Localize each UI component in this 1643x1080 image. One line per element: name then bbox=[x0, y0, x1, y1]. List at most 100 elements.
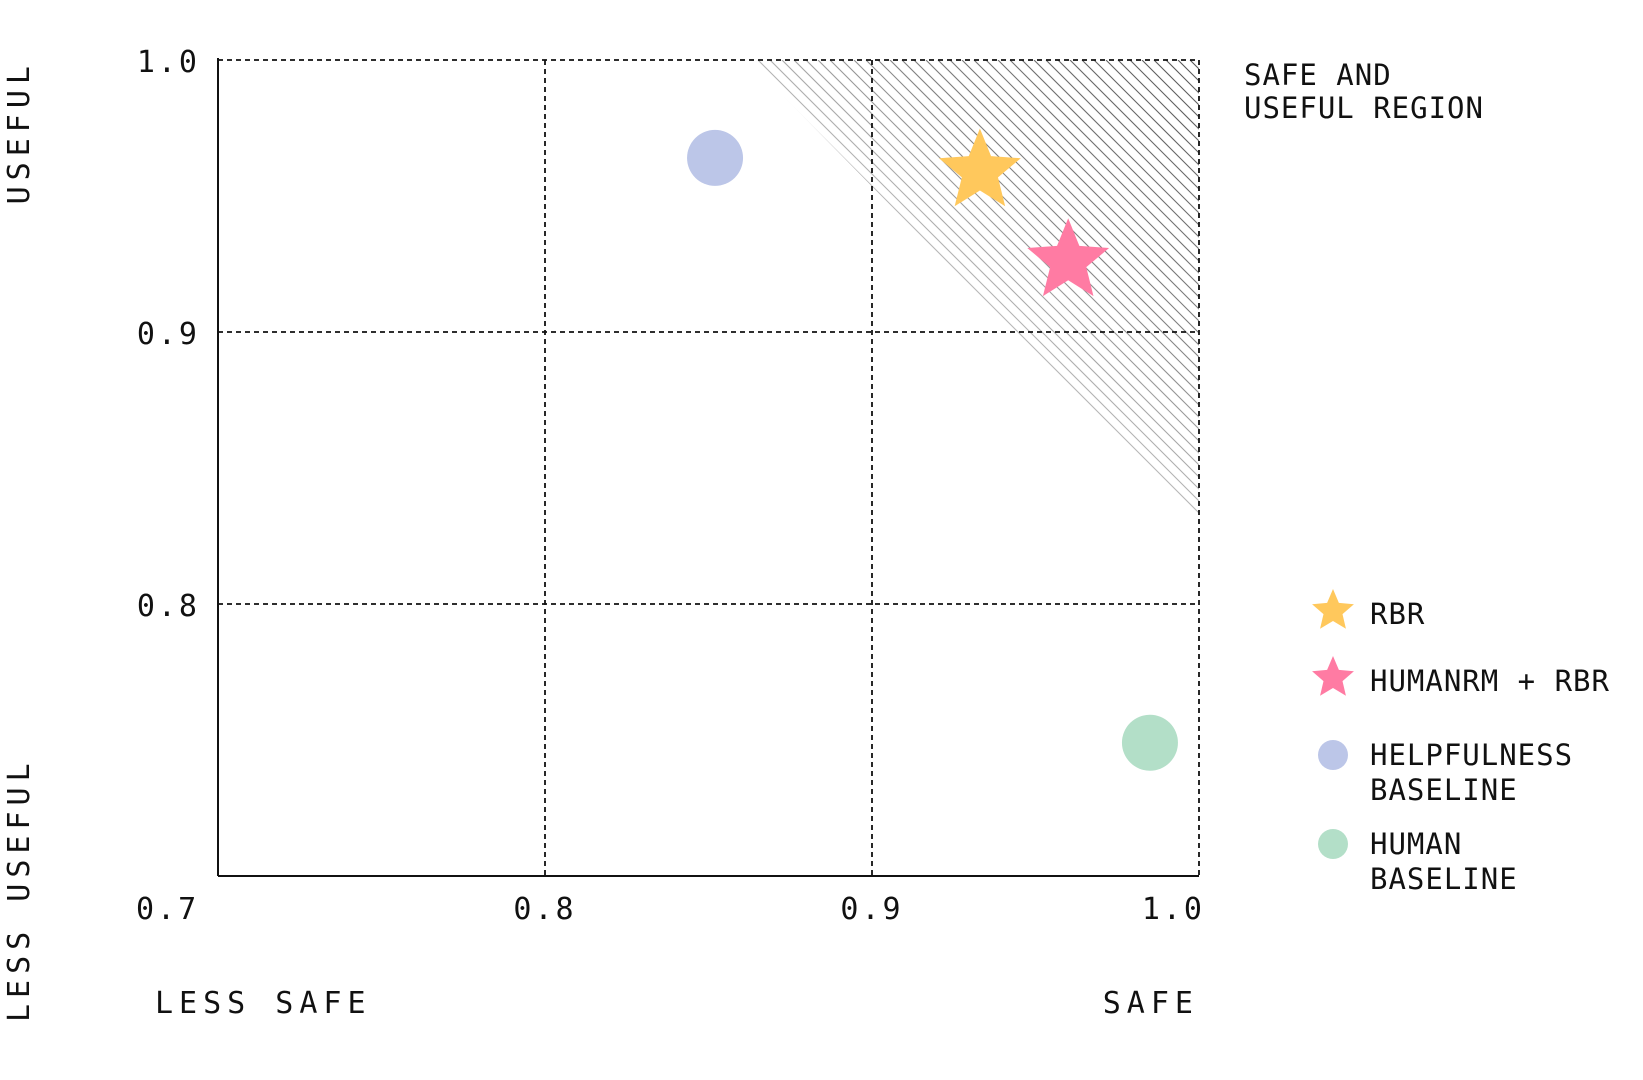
hatch-line bbox=[748, 60, 1199, 520]
hatch-line bbox=[925, 60, 1199, 520]
x-tick-label: 1.0 bbox=[1142, 892, 1205, 927]
hatch-line bbox=[937, 60, 1199, 520]
legend-label-human-line1: HUMAN bbox=[1370, 827, 1462, 861]
hatch-line bbox=[1586, 60, 1643, 960]
hatch-line bbox=[748, 60, 1199, 520]
hatch-line bbox=[1442, 60, 1643, 960]
hatch-line bbox=[748, 60, 759, 520]
hatch-line bbox=[748, 60, 1199, 520]
hatch-line bbox=[1105, 60, 1199, 520]
region-label-line2: USEFUL REGION bbox=[1244, 91, 1484, 125]
hatch-line bbox=[1226, 60, 1643, 960]
hatch-line bbox=[748, 60, 1167, 520]
x-tick-label: 0.7 bbox=[136, 892, 199, 927]
hatch-line bbox=[748, 60, 1191, 520]
hatch-line bbox=[748, 60, 1199, 520]
hatch-line bbox=[748, 60, 1199, 520]
hatch-line bbox=[748, 60, 939, 520]
legend-star-icon bbox=[1312, 589, 1354, 629]
y-tick-labels: 0.8 0.9 1.0 bbox=[137, 45, 200, 624]
hatch-line bbox=[1262, 60, 1643, 960]
hatch-line bbox=[748, 60, 879, 520]
circle-marker bbox=[687, 129, 744, 186]
region-label-line1: SAFE AND bbox=[1244, 58, 1392, 92]
hatch-line bbox=[1153, 60, 1199, 520]
hatch-line bbox=[748, 60, 1199, 520]
hatch-line bbox=[1334, 60, 1643, 960]
hatch-line bbox=[0, 60, 590, 960]
hatch-line bbox=[1478, 60, 1643, 960]
hatch-line bbox=[748, 60, 783, 520]
hatch-line bbox=[1141, 60, 1199, 520]
hatch-line bbox=[748, 60, 1199, 520]
hatch-line bbox=[748, 60, 1199, 520]
hatch-line bbox=[748, 60, 795, 520]
safe-useful-region-hatch bbox=[0, 60, 1643, 960]
hatch-line bbox=[0, 60, 566, 960]
legend-label-rbr: RBR bbox=[1370, 597, 1425, 631]
star-marker bbox=[939, 128, 1021, 207]
hatch-line bbox=[748, 60, 903, 520]
hatch-line bbox=[748, 60, 819, 520]
hatch-line bbox=[1093, 60, 1199, 520]
hatch-line bbox=[0, 60, 554, 960]
data-points bbox=[687, 128, 1178, 771]
legend-label-humanrm-rbr: HUMANRM + RBR bbox=[1370, 664, 1610, 698]
hatch-line bbox=[1250, 60, 1643, 960]
hatch-line bbox=[1274, 60, 1643, 960]
hatch-line bbox=[748, 60, 1199, 520]
y-axis-high-label: USEFUL bbox=[2, 60, 37, 204]
hatch-line bbox=[748, 60, 975, 520]
legend-item-human-baseline: HUMAN BASELINE bbox=[1318, 827, 1518, 896]
hatch-line bbox=[1202, 60, 1643, 960]
hatch-line bbox=[748, 60, 1011, 520]
legend-star-icon bbox=[1312, 656, 1354, 696]
legend-item-humanrm-rbr: HUMANRM + RBR bbox=[1312, 656, 1610, 698]
hatch-line bbox=[748, 60, 1143, 520]
axes bbox=[217, 58, 1199, 877]
hatch-line bbox=[0, 60, 518, 960]
hatch-line bbox=[748, 60, 999, 520]
legend-label-human-line2: BASELINE bbox=[1370, 862, 1518, 896]
hatch-line bbox=[877, 60, 1199, 520]
hatch-line bbox=[1382, 60, 1643, 960]
hatch-line bbox=[1358, 60, 1643, 960]
hatch-line bbox=[889, 60, 1199, 520]
hatch-line bbox=[1310, 60, 1643, 960]
hatch-line bbox=[865, 60, 1199, 520]
hatch-line bbox=[913, 60, 1199, 520]
hatch-line bbox=[0, 60, 638, 960]
hatch-line bbox=[829, 60, 1199, 520]
hatch-line bbox=[748, 60, 1199, 520]
y-tick-label: 0.8 bbox=[137, 589, 200, 624]
hatch-line bbox=[0, 60, 542, 960]
hatch-line bbox=[1526, 60, 1643, 960]
hatch-line bbox=[1370, 60, 1643, 960]
hatch-line bbox=[748, 60, 1199, 520]
hatch-line bbox=[997, 60, 1199, 520]
legend-item-helpfulness-baseline: HELPFULNESS BASELINE bbox=[1318, 738, 1573, 807]
legend-item-rbr: RBR bbox=[1312, 589, 1425, 631]
hatch-line bbox=[901, 60, 1199, 520]
hatch-line bbox=[748, 60, 771, 520]
hatch-line bbox=[0, 60, 722, 960]
legend-label-helpfulness-line1: HELPFULNESS bbox=[1370, 738, 1573, 772]
hatch-line bbox=[748, 60, 1199, 520]
hatch-line bbox=[748, 60, 1199, 520]
hatch-line bbox=[0, 60, 698, 960]
hatch-line bbox=[1598, 60, 1643, 960]
hatch-line bbox=[1490, 60, 1643, 960]
hatch-line bbox=[1346, 60, 1643, 960]
hatch-line bbox=[0, 60, 662, 960]
hatch-line bbox=[748, 60, 1199, 520]
hatch-line bbox=[1430, 60, 1643, 960]
hatch-line bbox=[0, 60, 602, 960]
hatch-line bbox=[1286, 60, 1643, 960]
hatch-line bbox=[0, 60, 746, 960]
hatch-line bbox=[841, 60, 1199, 520]
grid-lines bbox=[218, 59, 1200, 876]
circle-marker bbox=[1121, 714, 1178, 771]
hatch-line bbox=[748, 60, 1199, 520]
hatch-line bbox=[748, 60, 1199, 520]
hatch-line bbox=[1165, 60, 1199, 520]
